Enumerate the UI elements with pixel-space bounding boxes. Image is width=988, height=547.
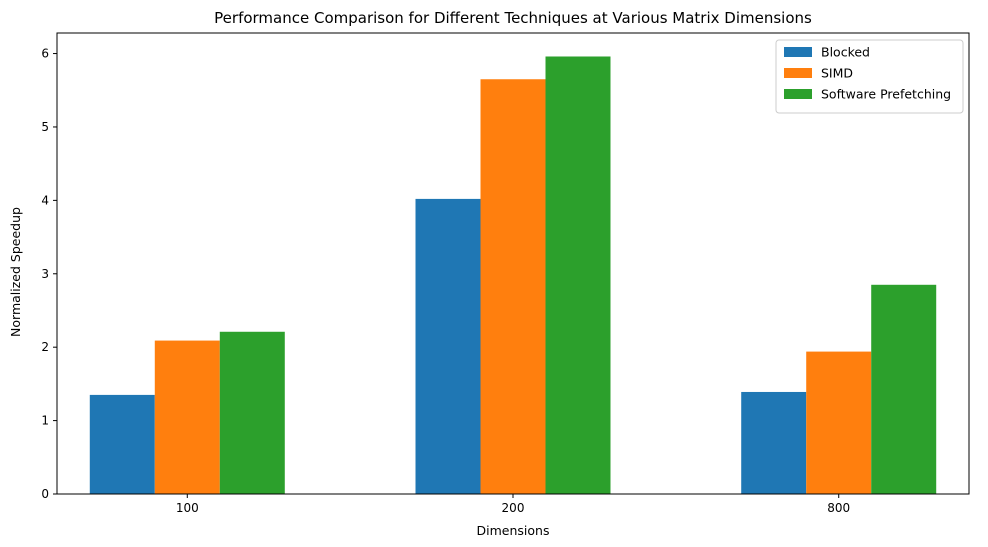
chart-title: Performance Comparison for Different Tec… — [214, 9, 812, 27]
bar-simd-800 — [806, 351, 872, 494]
bar-software-prefetching-800 — [871, 284, 937, 494]
legend-swatch — [784, 68, 812, 78]
y-tick-label: 4 — [41, 193, 49, 207]
y-tick-label: 6 — [41, 47, 49, 61]
x-tick-label: 100 — [176, 501, 199, 515]
bar-software-prefetching-200 — [545, 56, 611, 494]
y-tick-label: 2 — [41, 340, 49, 354]
legend-label: SIMD — [821, 66, 853, 81]
y-tick-label: 3 — [41, 267, 49, 281]
y-tick-label: 1 — [41, 414, 49, 428]
plot-area: 0 1 2 3 4 5 6 100 200 800 — [41, 32, 970, 515]
bar-blocked-800 — [741, 391, 807, 494]
legend-swatch — [784, 89, 812, 99]
bar-software-prefetching-100 — [219, 331, 285, 494]
legend-swatch — [784, 47, 812, 57]
x-axis-label: Dimensions — [477, 523, 550, 538]
bar-blocked-100 — [89, 394, 155, 494]
y-tick-label: 5 — [41, 120, 49, 134]
y-axis-label: Normalized Speedup — [8, 207, 23, 337]
bar-simd-100 — [154, 340, 220, 494]
bar-simd-200 — [480, 79, 546, 494]
legend-box — [775, 39, 964, 114]
x-tick-label: 800 — [827, 501, 850, 515]
x-tick-label: 200 — [502, 501, 525, 515]
legend-label: Blocked — [821, 45, 870, 60]
legend-label: Software Prefetching — [821, 87, 951, 102]
legend: Blocked SIMD Software Prefetching — [775, 39, 964, 114]
y-tick-label: 0 — [41, 487, 49, 501]
bar-blocked-200 — [415, 198, 481, 494]
